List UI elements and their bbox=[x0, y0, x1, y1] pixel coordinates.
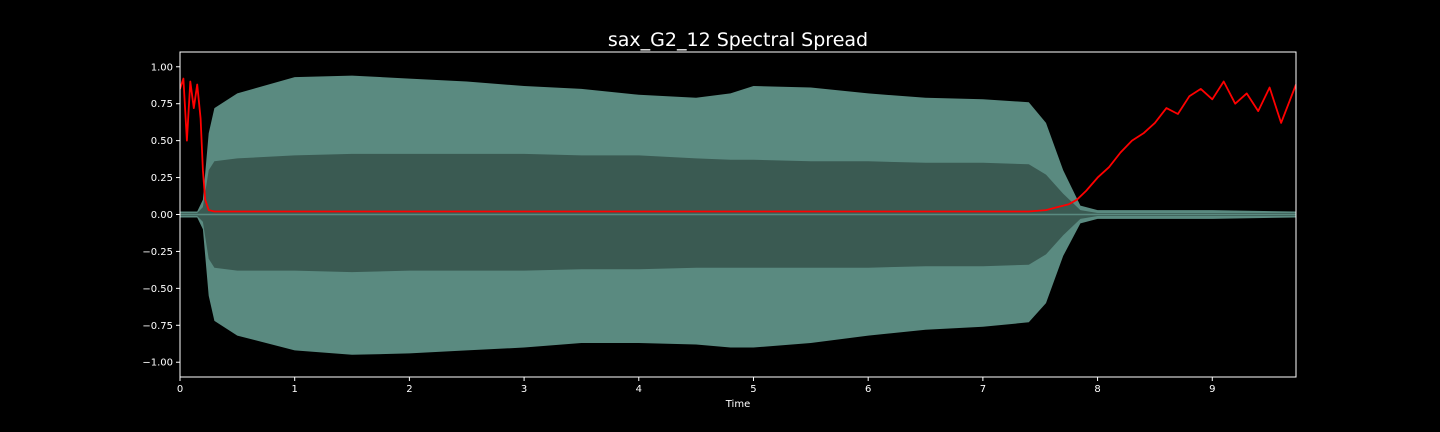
x-tick-label: 1 bbox=[292, 384, 298, 395]
x-tick-label: 0 bbox=[177, 384, 183, 395]
y-tick-label: 1.00 bbox=[151, 62, 173, 73]
y-tick-label: 0.00 bbox=[151, 210, 173, 221]
x-tick-label: 5 bbox=[750, 384, 756, 395]
y-tick-label: 0.25 bbox=[151, 173, 173, 184]
y-tick-label: −0.25 bbox=[142, 247, 173, 258]
x-axis-label: Time bbox=[725, 399, 750, 410]
y-tick-label: −1.00 bbox=[142, 358, 173, 369]
spectral-spread-line bbox=[180, 77, 1296, 213]
x-tick-label: 6 bbox=[865, 384, 871, 395]
x-tick-label: 9 bbox=[1209, 384, 1215, 395]
plot-area bbox=[180, 75, 1296, 355]
y-axis-ticks: −1.00 −0.75 −0.50 −0.25 0.00 0.25 0.50 0.75 1.00 bbox=[142, 62, 180, 369]
x-tick-label: 3 bbox=[521, 384, 527, 395]
x-axis-ticks: 0 1 2 3 4 5 6 7 8 9 bbox=[177, 377, 1215, 395]
x-tick-label: 4 bbox=[636, 384, 642, 395]
y-tick-label: −0.75 bbox=[142, 321, 173, 332]
y-tick-label: −0.50 bbox=[142, 284, 173, 295]
y-tick-label: 0.75 bbox=[151, 99, 173, 110]
chart-title: sax_G2_12 Spectral Spread bbox=[608, 29, 868, 51]
x-tick-label: 7 bbox=[980, 384, 986, 395]
x-tick-label: 8 bbox=[1094, 384, 1100, 395]
y-tick-label: 0.50 bbox=[151, 136, 173, 147]
x-tick-label: 2 bbox=[406, 384, 412, 395]
waveform-inner-envelope bbox=[180, 153, 1296, 273]
